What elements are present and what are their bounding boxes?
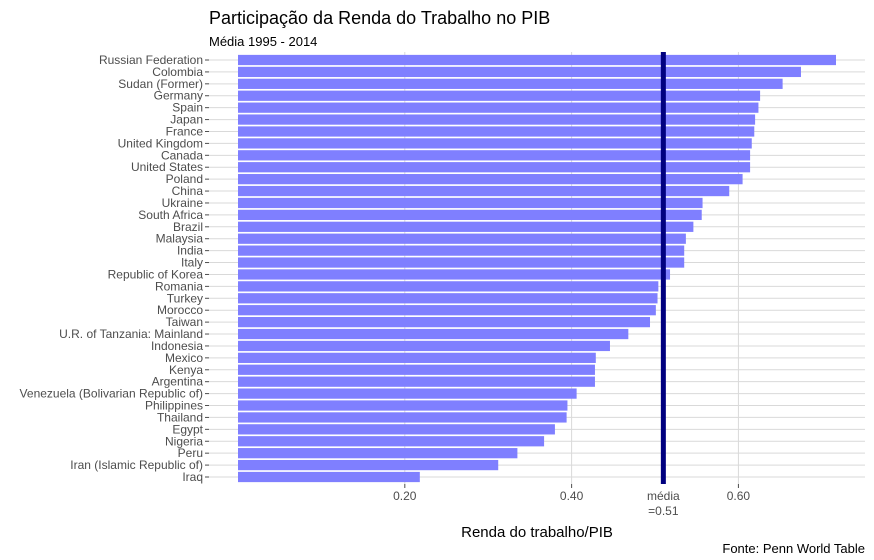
bar (238, 388, 577, 399)
y-tick-label: China (172, 184, 204, 198)
bar (238, 245, 685, 256)
bar (238, 150, 751, 161)
bar (238, 352, 596, 363)
bar (238, 197, 703, 209)
y-tick-label: Republic of Korea (108, 267, 204, 281)
y-tick-label: Sudan (Former) (118, 77, 203, 91)
bar (238, 471, 420, 483)
bar (238, 162, 751, 173)
y-tick-label: Iran (Islamic Republic of) (70, 458, 203, 472)
bar (238, 305, 656, 316)
y-tick-label: Brazil (173, 220, 203, 234)
y-tick-label: Venezuela (Bolivarian Republic of) (20, 387, 203, 401)
y-tick-label: Japan (170, 113, 203, 127)
y-tick-label: Spain (172, 101, 203, 115)
y-tick-label: India (177, 244, 203, 258)
y-tick-label: Indonesia (151, 339, 203, 353)
bar (238, 174, 743, 185)
y-tick-label: Philippines (145, 399, 203, 413)
y-tick-label: Kenya (169, 363, 203, 377)
y-tick-label: Egypt (172, 422, 203, 436)
bar (238, 364, 595, 375)
y-tick-label: U.R. of Tanzania: Mainland (59, 327, 203, 341)
bar (238, 316, 651, 328)
chart-subtitle: Média 1995 - 2014 (209, 34, 317, 49)
bar (238, 400, 568, 411)
bar (238, 436, 545, 447)
y-tick-label: Germany (154, 89, 203, 103)
bar (238, 221, 694, 232)
y-tick-label: Ukraine (162, 196, 204, 210)
bar (238, 281, 659, 292)
y-tick-label: United Kingdom (118, 136, 203, 150)
x-axis-label: Renda do trabalho/PIB (461, 524, 613, 541)
y-tick-label: Malaysia (156, 232, 204, 246)
y-tick-label: Nigeria (165, 434, 203, 448)
y-tick-label: France (166, 124, 204, 138)
chart-title: Participação da Renda do Trabalho no PIB (209, 8, 550, 28)
bar (238, 412, 567, 423)
mean-label-line2: =0.51 (648, 504, 679, 518)
y-tick-label: United States (131, 160, 203, 174)
y-tick-label: Canada (161, 148, 203, 162)
bar (238, 269, 671, 280)
bar (238, 90, 761, 101)
bar (238, 185, 730, 197)
bar (238, 233, 686, 244)
y-tick-label: Turkey (167, 291, 203, 305)
y-tick-label: Italy (181, 256, 203, 270)
bar (238, 209, 702, 221)
mean-label-line1: média (647, 489, 680, 503)
bar (238, 424, 555, 435)
y-tick-label: Taiwan (166, 315, 203, 329)
y-tick-label: Romania (155, 279, 203, 293)
y-tick-label: Colombia (152, 65, 203, 79)
bar (238, 257, 685, 268)
y-tick-label: Peru (178, 446, 203, 460)
y-tick-label: Russian Federation (99, 53, 203, 67)
bar (238, 340, 610, 352)
bar (238, 126, 755, 137)
bar (238, 376, 595, 387)
x-axis-ticks: 0.20 0.40 0.60 média=0.51 (393, 484, 750, 518)
y-tick-label: Mexico (165, 351, 203, 365)
bar (238, 54, 836, 66)
bar (238, 293, 658, 304)
bar (238, 114, 756, 125)
y-tick-label: Iraq (182, 470, 203, 484)
y-tick-label: Morocco (157, 303, 203, 317)
bar (238, 328, 629, 340)
y-tick-label: Argentina (152, 375, 204, 389)
bar (238, 138, 752, 149)
bar (238, 459, 499, 471)
y-tick-label: Poland (166, 172, 203, 186)
caption: Fonte: Penn World Table (722, 541, 865, 556)
bar (238, 102, 759, 113)
y-tick-label: Thailand (157, 410, 203, 424)
x-tick-label: 0.20 (393, 489, 417, 503)
bar (238, 66, 801, 78)
x-tick-label: 0.40 (560, 489, 584, 503)
bar (238, 448, 518, 459)
x-tick-label: 0.60 (727, 489, 751, 503)
bar (238, 78, 783, 89)
y-tick-label: South Africa (138, 208, 203, 222)
bars (238, 54, 836, 483)
